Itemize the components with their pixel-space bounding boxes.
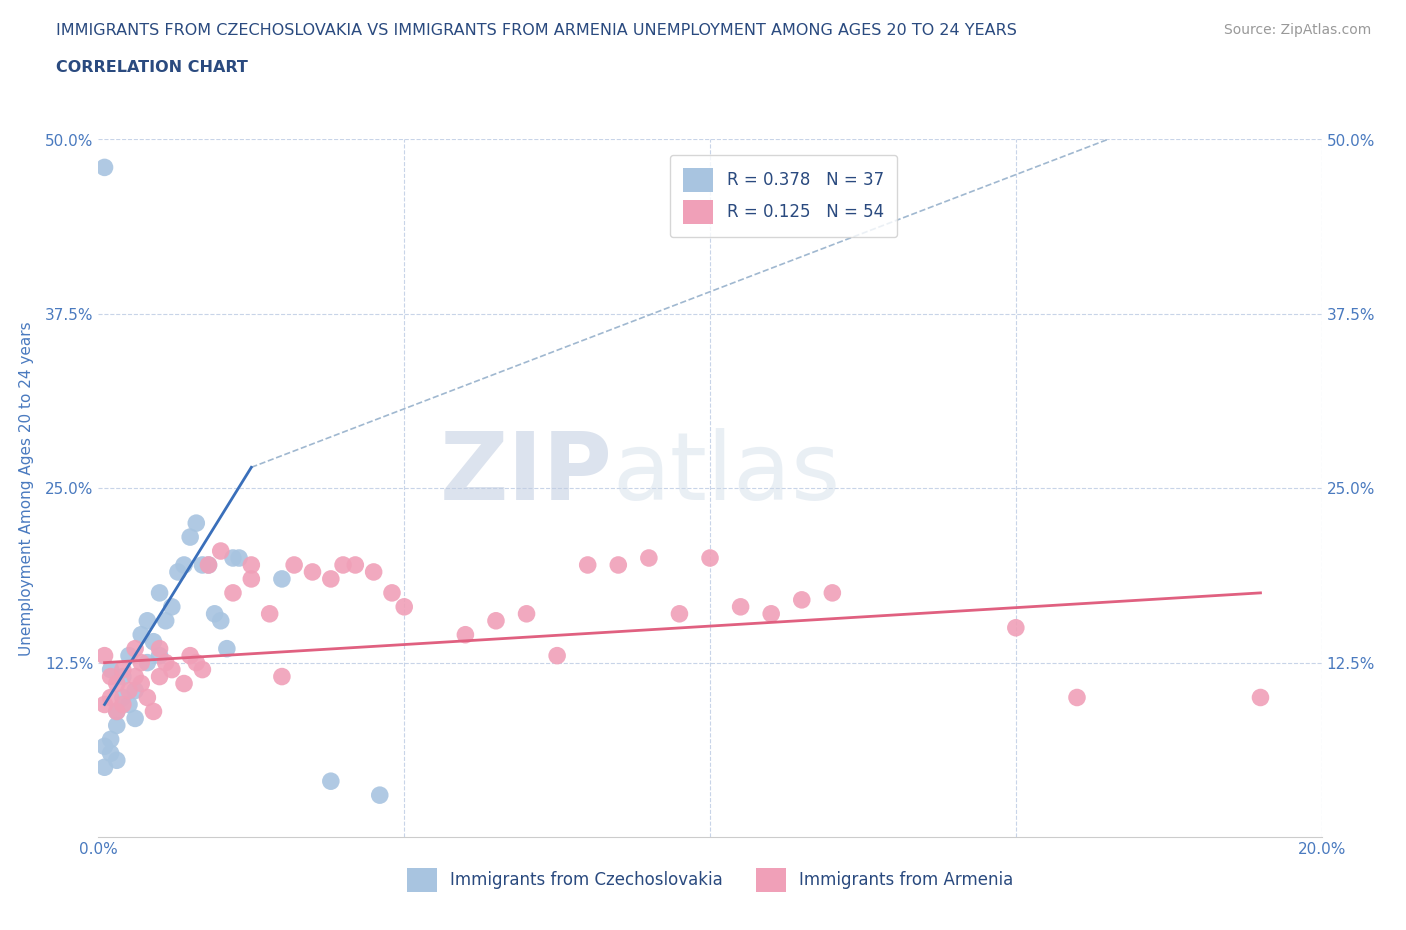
- Point: [149, 648, 172, 663]
- Point: [100, 746, 122, 761]
- Point: [283, 558, 305, 573]
- Point: [1066, 690, 1088, 705]
- Point: [197, 558, 219, 573]
- Point: [93, 738, 115, 753]
- Point: [118, 683, 141, 698]
- Point: [270, 571, 292, 587]
- Point: [204, 606, 226, 621]
- Point: [516, 606, 538, 621]
- Point: [259, 606, 281, 621]
- Point: [93, 760, 115, 775]
- Point: [228, 551, 250, 565]
- Point: [191, 662, 214, 677]
- Point: [730, 600, 752, 615]
- Point: [319, 774, 342, 789]
- Point: [454, 628, 477, 643]
- Text: atlas: atlas: [612, 429, 841, 520]
- Point: [240, 558, 263, 573]
- Point: [319, 571, 342, 587]
- Point: [118, 648, 141, 663]
- Point: [363, 565, 385, 579]
- Point: [179, 530, 201, 545]
- Point: [111, 698, 134, 712]
- Point: [607, 558, 630, 573]
- Point: [155, 614, 177, 629]
- Point: [576, 558, 599, 573]
- Point: [124, 683, 146, 698]
- Point: [332, 558, 354, 573]
- Point: [105, 753, 128, 768]
- Point: [209, 614, 232, 629]
- Point: [222, 586, 245, 601]
- Text: IMMIGRANTS FROM CZECHOSLOVAKIA VS IMMIGRANTS FROM ARMENIA UNEMPLOYMENT AMONG AGE: IMMIGRANTS FROM CZECHOSLOVAKIA VS IMMIGR…: [56, 23, 1017, 38]
- Point: [111, 690, 134, 705]
- Point: [93, 698, 115, 712]
- Point: [105, 704, 128, 719]
- Point: [173, 558, 195, 573]
- Point: [155, 656, 177, 671]
- Point: [129, 656, 152, 671]
- Point: [240, 571, 263, 587]
- Point: [186, 656, 208, 671]
- Point: [668, 606, 690, 621]
- Point: [136, 614, 159, 629]
- Point: [209, 543, 232, 558]
- Point: [160, 662, 183, 677]
- Point: [197, 558, 219, 573]
- Y-axis label: Unemployment Among Ages 20 to 24 years: Unemployment Among Ages 20 to 24 years: [18, 321, 34, 656]
- Point: [124, 711, 146, 725]
- Point: [93, 648, 115, 663]
- Point: [759, 606, 782, 621]
- Point: [699, 551, 721, 565]
- Point: [546, 648, 568, 663]
- Point: [381, 586, 404, 601]
- Point: [301, 565, 323, 579]
- Point: [821, 586, 844, 601]
- Point: [179, 648, 201, 663]
- Point: [124, 642, 146, 657]
- Point: [105, 718, 128, 733]
- Point: [186, 515, 208, 530]
- Point: [136, 656, 159, 671]
- Point: [142, 704, 165, 719]
- Point: [111, 662, 134, 677]
- Legend: Immigrants from Czechoslovakia, Immigrants from Armenia: Immigrants from Czechoslovakia, Immigran…: [399, 861, 1021, 898]
- Point: [215, 642, 238, 657]
- Point: [136, 690, 159, 705]
- Point: [344, 558, 367, 573]
- Point: [105, 704, 128, 719]
- Point: [111, 670, 134, 684]
- Point: [270, 670, 292, 684]
- Point: [100, 732, 122, 747]
- Point: [124, 670, 146, 684]
- Point: [93, 160, 115, 175]
- Text: ZIP: ZIP: [439, 429, 612, 520]
- Text: CORRELATION CHART: CORRELATION CHART: [56, 60, 247, 75]
- Point: [118, 698, 141, 712]
- Point: [105, 676, 128, 691]
- Point: [160, 600, 183, 615]
- Point: [100, 670, 122, 684]
- Point: [222, 551, 245, 565]
- Point: [149, 642, 172, 657]
- Point: [1249, 690, 1271, 705]
- Point: [485, 614, 508, 629]
- Point: [790, 592, 813, 607]
- Point: [129, 676, 152, 691]
- Point: [149, 670, 172, 684]
- Point: [1004, 620, 1026, 635]
- Point: [142, 634, 165, 649]
- Point: [368, 788, 391, 803]
- Point: [167, 565, 190, 579]
- Point: [191, 558, 214, 573]
- Point: [100, 662, 122, 677]
- Point: [637, 551, 661, 565]
- Point: [149, 586, 172, 601]
- Text: Source: ZipAtlas.com: Source: ZipAtlas.com: [1223, 23, 1371, 37]
- Point: [100, 690, 122, 705]
- Point: [129, 628, 152, 643]
- Point: [173, 676, 195, 691]
- Point: [392, 600, 416, 615]
